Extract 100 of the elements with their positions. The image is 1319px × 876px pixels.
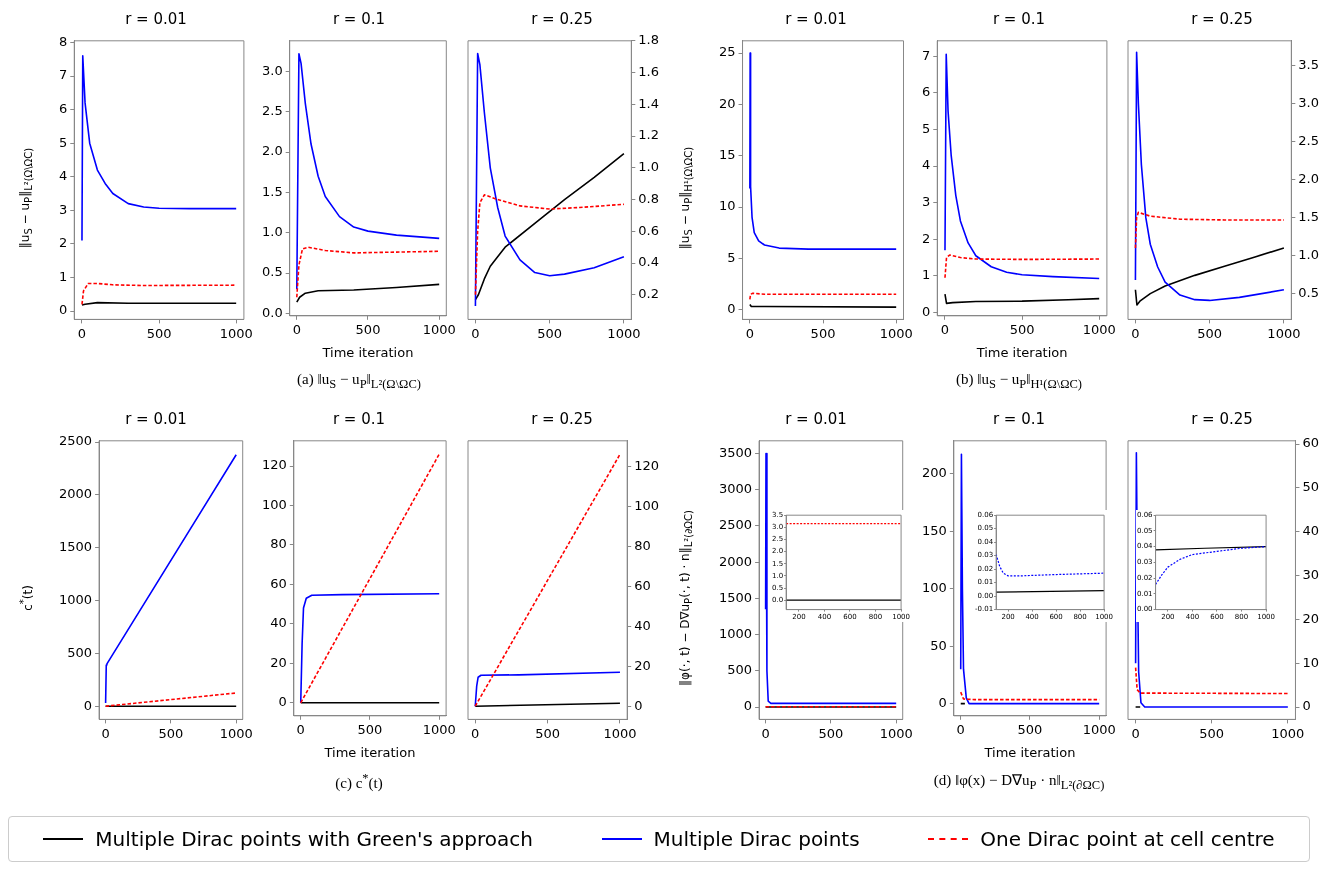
y-tick-label: 25	[719, 44, 736, 60]
y2-tick-label: 0	[634, 697, 643, 713]
y2-tick-label: 120	[634, 457, 660, 473]
chart-title: r = 0.25	[530, 410, 594, 428]
y2-tick-label: 40	[634, 617, 651, 633]
text: (d) ‖φ(x) − D∇u$_{P}$ · n‖$_{L²(∂ΩC)}$	[933, 771, 1105, 793]
y2-tick-label: 40	[1302, 523, 1319, 539]
y2-tick-label: 0.8	[638, 190, 660, 206]
chart-title: r = 0.01	[784, 410, 848, 428]
y-tick-label: 3000	[718, 481, 753, 497]
y-tick-label: 4	[921, 157, 931, 173]
y-tick-label: 0.5	[261, 264, 283, 280]
y2-tick-label: 10	[1302, 654, 1319, 670]
y-tick-label: 3	[921, 194, 931, 210]
x-tick-label: 500	[158, 725, 184, 741]
y-tick-label: 1.5	[261, 183, 283, 199]
y2-tick-label: 80	[634, 537, 651, 553]
y-tick-label: 500	[67, 644, 93, 660]
y-tick-label: 200	[921, 465, 947, 481]
chart-title: r = 0.1	[331, 410, 387, 428]
y2-tick-label: 30	[1302, 566, 1319, 582]
y2-tick-label: 0	[1302, 698, 1311, 714]
legend-label: Multiple Dirac points	[653, 827, 860, 851]
x-tick-label: 0	[471, 325, 480, 341]
y-tick-label: 1500	[718, 589, 753, 605]
y2-tick-label: 60	[634, 577, 651, 593]
y-tick-label: 4	[58, 168, 68, 184]
x-tick-label: 500	[355, 321, 381, 337]
y-tick-label: 150	[921, 522, 947, 538]
y-tick-label: 3500	[718, 444, 753, 460]
y-tick-label: 50	[930, 637, 947, 653]
chart-title: r = 0.1	[331, 10, 387, 28]
y2-tick-label: 20	[634, 657, 651, 673]
x-tick-label: 1000	[603, 725, 637, 741]
y2-tick-label: 3.5	[1298, 57, 1319, 73]
line-series	[474, 193, 625, 296]
line-series	[81, 282, 237, 306]
x-tick-label: 0	[956, 721, 965, 737]
x-tick-label: 1000	[422, 721, 456, 737]
y2-tick-label: 0.5	[1298, 284, 1319, 300]
y2-tick-label: 3.0	[1298, 95, 1319, 111]
y-tick-label: 5	[58, 134, 68, 150]
y-tick-label: 1000	[718, 625, 753, 641]
x-tick-label: 500	[810, 325, 836, 341]
y2-tick-label: 1.8	[638, 32, 660, 48]
x-axis-title: Time iteration	[321, 344, 414, 360]
y2-tick-label: 50	[1302, 479, 1319, 495]
legend-label: One Dirac point at cell centre	[980, 827, 1275, 851]
x-tick-label: 1000	[422, 321, 456, 337]
y-tick-label: 2	[58, 235, 68, 251]
y2-tick-label: 2.0	[1298, 171, 1319, 187]
chart-title: r = 0.25	[530, 10, 594, 28]
y-tick-label: 7	[921, 47, 931, 63]
y-tick-label: 2	[921, 230, 931, 246]
y-tick-label: 3.0	[261, 62, 283, 78]
y2-tick-label: 0.6	[638, 222, 660, 238]
y-tick-label: 0.0	[261, 304, 283, 320]
y-tick-label: 6	[58, 100, 68, 116]
x-tick-label: 0	[292, 321, 301, 337]
y-tick-label: 0	[921, 303, 931, 319]
x-axis-title: Time iteration	[323, 744, 416, 760]
y2-tick-label: 1.0	[638, 159, 660, 175]
x-tick-label: 1000	[879, 725, 913, 741]
line-series	[1134, 211, 1285, 249]
y-tick-label: 2.0	[261, 143, 283, 159]
x-tick-label: 500	[146, 325, 172, 341]
x-tick-label: 0	[471, 725, 480, 741]
x-tick-label: 0	[101, 725, 110, 741]
x-tick-label: 0	[296, 721, 305, 737]
y2-tick-label: 1.0	[1298, 247, 1319, 263]
x-tick-label: 1000	[1082, 321, 1116, 337]
chart-title: r = 0.25	[1190, 10, 1254, 28]
y-tick-label: 1500	[58, 539, 93, 555]
x-tick-label: 1000	[1267, 325, 1301, 341]
y-tick-label: 60	[270, 575, 287, 591]
y2-tick-label: 20	[1302, 610, 1319, 626]
x-tick-label: 500	[1017, 721, 1043, 737]
chart-title: r = 0.01	[124, 10, 188, 28]
x-tick-label: 1000	[219, 325, 253, 341]
chart-title: r = 0.01	[784, 10, 848, 28]
text: (c) c$^{*}$(t)	[335, 771, 383, 792]
y-tick-label: 1	[58, 268, 68, 284]
y-tick-label: 1.0	[261, 224, 283, 240]
y-tick-label: 15	[719, 147, 736, 163]
text: (b) ‖u$_{S}$ − u$_{P}$‖$_{H¹(Ω\ΩC)}$	[955, 371, 1083, 392]
y-tick-label: 2000	[58, 486, 93, 502]
x-tick-label: 500	[1199, 725, 1225, 741]
y2-tick-label: 0.2	[638, 286, 660, 302]
y2-tick-label: 1.2	[638, 127, 660, 143]
y-tick-label: 2500	[58, 433, 93, 449]
y-tick-label: 1000	[58, 591, 93, 607]
text: (a) ‖u$_{S}$ − u$_{P}$‖$_{L²(Ω\ΩC)}$	[297, 371, 421, 392]
x-tick-label: 500	[1197, 325, 1223, 341]
x-tick-label: 1000	[219, 725, 253, 741]
y-tick-label: 7	[58, 67, 68, 83]
legend-label: Multiple Dirac points with Green's approach	[95, 827, 533, 851]
x-tick-label: 1000	[607, 325, 641, 341]
y-tick-label: 8	[58, 33, 68, 49]
y-tick-label: 100	[921, 580, 947, 596]
y-tick-label: 40	[270, 615, 287, 631]
